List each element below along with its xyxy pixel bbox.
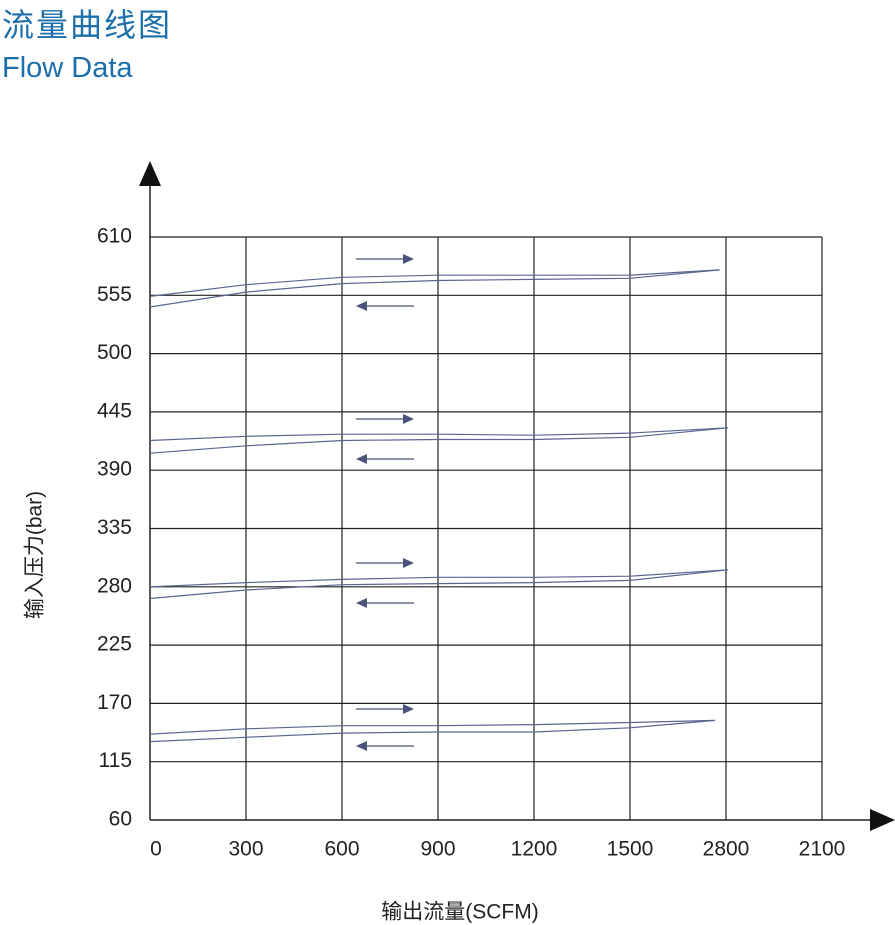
y-tick-label: 500: [97, 341, 132, 364]
y-tick-label: 225: [97, 633, 132, 656]
x-tick-label: 900: [420, 838, 455, 861]
arrow-head: [403, 414, 414, 424]
x-tick-label: 1500: [607, 838, 654, 861]
y-axis-title: 输入压力(bar): [24, 491, 47, 619]
flow-curve: [149, 569, 728, 588]
arrow-head: [356, 741, 367, 751]
arrow-head: [403, 704, 414, 714]
x-tick-label: 1200: [511, 838, 558, 861]
y-tick-label: 555: [97, 283, 132, 306]
arrow-head: [356, 301, 367, 311]
page-subtitle: Flow Data: [2, 52, 133, 84]
y-axis-arrow: [139, 161, 161, 186]
y-tick-label: 610: [97, 225, 132, 248]
axes: [139, 161, 895, 831]
y-tick-label: 170: [97, 691, 132, 714]
flow-curve: [149, 427, 728, 442]
x-tick-label: 300: [228, 838, 263, 861]
y-tick-label: 115: [99, 749, 132, 772]
y-tick-label: 335: [97, 516, 132, 539]
arrow-head: [356, 598, 367, 608]
y-tick-label: 280: [97, 574, 132, 597]
flow-curve: [149, 269, 720, 308]
x-tick-label: 0: [150, 838, 162, 861]
flow-curve: [149, 569, 728, 600]
y-tick-label: 60: [109, 808, 132, 831]
x-tick-label: 2800: [703, 838, 750, 861]
y-tick-label: 445: [97, 399, 132, 422]
y-tick-label: 390: [97, 458, 132, 481]
arrow-head: [403, 254, 414, 264]
flow-curve: [149, 719, 716, 743]
x-axis-arrow: [870, 809, 895, 831]
flow-curve: [149, 719, 716, 735]
flow-curve: [149, 427, 728, 454]
x-tick-label: 600: [324, 838, 359, 861]
x-tick-label: 2100: [799, 838, 846, 861]
arrow-head: [403, 558, 414, 568]
flow-curve: [149, 269, 720, 297]
direction-arrows: [356, 254, 414, 751]
arrow-head: [356, 454, 367, 464]
page-title: 流量曲线图: [2, 7, 173, 43]
x-axis-title: 输出流量(SCFM): [381, 901, 538, 924]
